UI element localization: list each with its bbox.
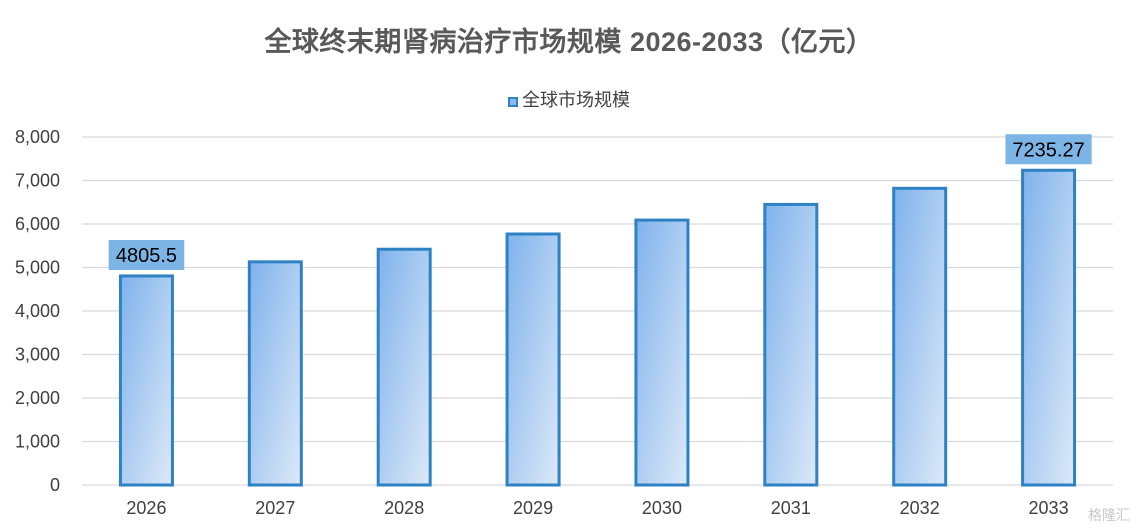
y-tick-label: 7,000 <box>15 171 60 191</box>
legend: 全球市场规模 <box>0 86 1138 112</box>
bar-2027 <box>247 260 303 487</box>
y-tick-label: 2,000 <box>15 388 60 408</box>
y-tick-label: 4,000 <box>15 301 60 321</box>
bar-2031 <box>763 202 819 487</box>
bar-2028 <box>376 247 432 487</box>
data-label: 4805.5 <box>116 245 177 267</box>
bar-2029 <box>505 232 561 487</box>
bar-2032 <box>892 186 948 487</box>
bar-2026 <box>118 274 174 487</box>
watermark: 格隆汇 <box>1088 507 1130 523</box>
x-tick-label: 2028 <box>384 498 424 518</box>
x-tick-label: 2032 <box>900 498 940 518</box>
data-label-box <box>1005 134 1092 165</box>
x-tick-label: 2031 <box>771 498 811 518</box>
chart-title: 全球终末期肾病治疗市场规模 2026-2033（亿元） <box>264 27 874 57</box>
legend-swatch <box>508 97 518 107</box>
x-tick-label: 2027 <box>255 498 295 518</box>
data-label: 7235.27 <box>1012 139 1084 161</box>
y-tick-label: 5,000 <box>15 258 60 278</box>
y-tick-label: 3,000 <box>15 345 60 365</box>
y-tick-label: 6,000 <box>15 214 60 234</box>
y-tick-label: 0 <box>50 475 60 495</box>
x-tick-label: 2026 <box>126 498 166 518</box>
y-tick-label: 8,000 <box>15 127 60 147</box>
bar-2030 <box>634 218 690 487</box>
x-tick-label: 2029 <box>513 498 553 518</box>
legend-label: 全球市场规模 <box>522 90 630 110</box>
bar-2033 <box>1021 168 1077 487</box>
y-tick-label: 1,000 <box>15 432 60 452</box>
x-tick-label: 2033 <box>1029 498 1069 518</box>
x-tick-label: 2030 <box>642 498 682 518</box>
data-label-box <box>108 239 185 270</box>
